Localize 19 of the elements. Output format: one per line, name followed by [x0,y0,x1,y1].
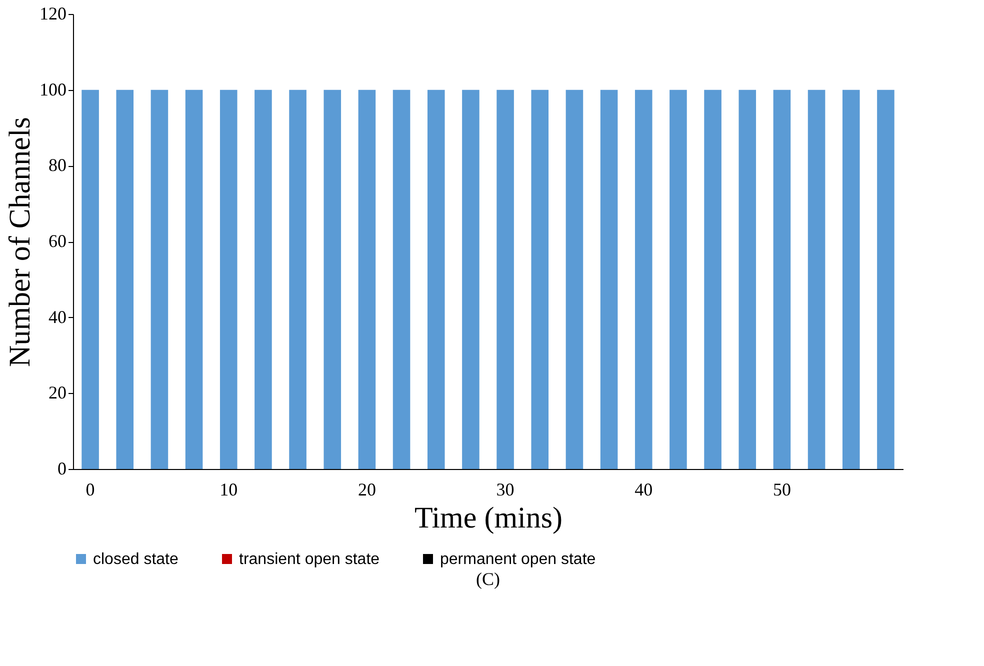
y-tick-label: 60 [48,231,66,251]
x-tick-label: 40 [634,480,653,500]
x-tick-label: 20 [358,480,376,500]
y-tick-label: 20 [48,382,66,403]
y-tick-label: 0 [58,458,66,478]
x-tick-label: 30 [496,480,514,500]
y-tick-label: 40 [48,306,66,327]
y-tick-label: 80 [48,155,66,176]
y-axis-title: Number of Channels [4,117,36,367]
x-tick-label: 50 [772,480,791,500]
x-tick-label: 10 [220,480,238,500]
legend-label: closed state [93,551,178,568]
y-tick-label: 100 [40,79,66,100]
x-tick-label: 0 [86,480,95,500]
y-tick-label: 120 [40,4,66,24]
legend-label: transient open state [239,551,380,568]
text: (C) [476,569,500,589]
x-axis-title: Time (mins) [414,502,563,534]
legend-label: permanent open state [440,551,596,568]
